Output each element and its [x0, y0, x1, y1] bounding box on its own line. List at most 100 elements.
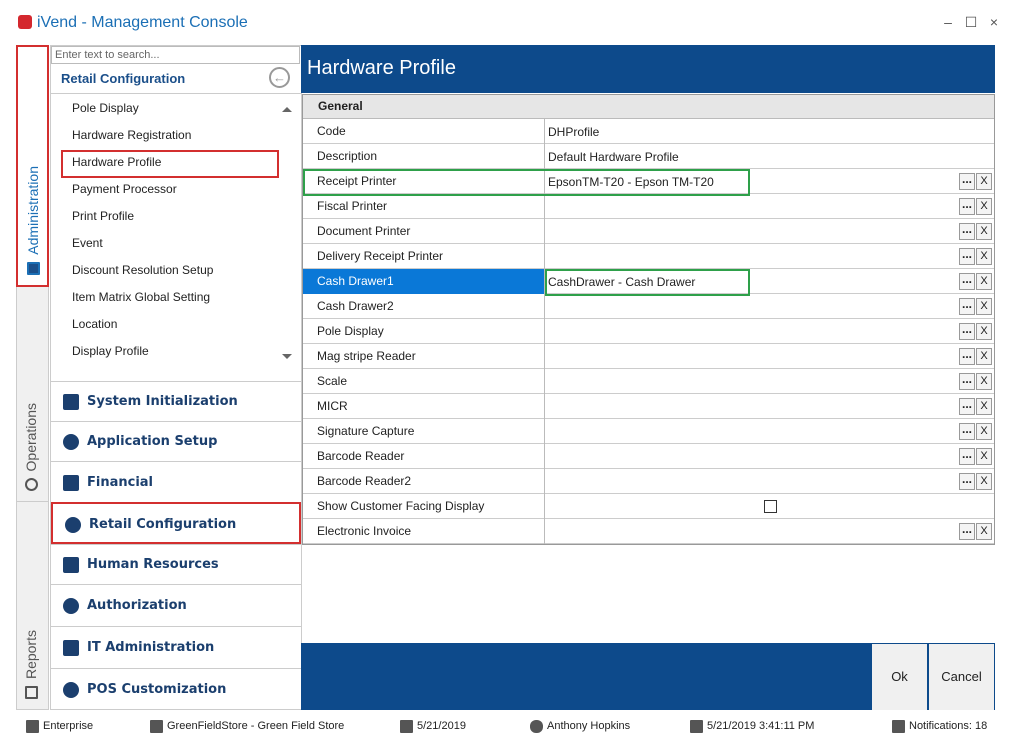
- browse-button[interactable]: ...: [959, 398, 975, 415]
- grid-row: Receipt Printer EpsonTM-T20 - Epson TM-T2…: [303, 169, 994, 194]
- clear-button[interactable]: X: [976, 348, 992, 365]
- browse-button[interactable]: ...: [959, 298, 975, 315]
- scroll-up: [282, 102, 292, 112]
- back-button[interactable]: ←: [269, 67, 290, 88]
- status-icon: [892, 720, 905, 733]
- grid-row: Fiscal Printer... X: [303, 194, 994, 219]
- nav-item[interactable]: Payment Processor: [72, 182, 177, 196]
- row-label: Code: [303, 119, 545, 144]
- category-icon: [63, 682, 79, 698]
- clear-button[interactable]: X: [976, 298, 992, 315]
- ok-button[interactable]: Ok: [872, 644, 927, 710]
- browse-button[interactable]: ...: [959, 173, 975, 190]
- clear-button[interactable]: X: [976, 373, 992, 390]
- nav-item[interactable]: Display Profile: [72, 344, 149, 358]
- side-tab-label: Reports: [23, 629, 39, 679]
- status-item: Anthony Hopkins: [547, 720, 631, 732]
- status-icon: [690, 720, 703, 733]
- nav-item[interactable]: Item Matrix Global Setting: [72, 290, 211, 304]
- clear-button[interactable]: X: [976, 398, 992, 415]
- highlight-box: [303, 169, 750, 196]
- clear-button[interactable]: X: [976, 273, 992, 290]
- nav-item[interactable]: Discount Resolution Setup: [72, 263, 214, 277]
- browse-button[interactable]: ...: [959, 373, 975, 390]
- separator: [51, 93, 301, 94]
- browse-button[interactable]: ...: [959, 273, 975, 290]
- browse-button[interactable]: ...: [959, 473, 975, 490]
- search-box[interactable]: Enter text to search...: [51, 46, 300, 64]
- cancel-button[interactable]: Cancel: [929, 644, 994, 710]
- nav-item[interactable]: Hardware Registration: [72, 128, 192, 142]
- browse-button[interactable]: ...: [959, 248, 975, 265]
- nav-item[interactable]: Event: [72, 236, 103, 250]
- grid: [302, 94, 995, 545]
- nav-panel: [50, 45, 302, 710]
- category-label: IT Administration: [87, 640, 215, 655]
- row-label: Delivery Receipt Printer: [303, 244, 545, 269]
- nav-category[interactable]: Application Setup: [51, 421, 301, 461]
- row-label: Barcode Reader2: [303, 469, 545, 494]
- nav-category[interactable]: Authorization: [51, 584, 301, 626]
- nav-category[interactable]: IT Administration: [51, 626, 301, 668]
- clear-button[interactable]: X: [976, 223, 992, 240]
- window-control[interactable]: ☐: [964, 14, 978, 30]
- nav-category[interactable]: Financial: [51, 461, 301, 502]
- nav-item[interactable]: Print Profile: [72, 209, 135, 223]
- grid-row: Cash Drawer2... X: [303, 294, 994, 319]
- clear-button[interactable]: X: [976, 248, 992, 265]
- category-label: Authorization: [87, 598, 187, 613]
- checkbox[interactable]: [764, 500, 777, 513]
- nav-item[interactable]: Hardware Profile: [72, 155, 162, 169]
- category-label: System Initialization: [87, 394, 238, 409]
- window-control[interactable]: ×: [989, 14, 999, 30]
- nav-category[interactable]: Retail Configuration: [51, 502, 301, 544]
- status-item: Notifications: 18: [909, 720, 988, 732]
- row-label: Cash Drawer2: [303, 294, 545, 319]
- row-label: Receipt Printer: [303, 169, 545, 194]
- highlight-box: [545, 269, 750, 296]
- nav-item[interactable]: Pole Display: [72, 101, 139, 115]
- clear-button[interactable]: X: [976, 173, 992, 190]
- browse-button[interactable]: ...: [959, 323, 975, 340]
- app-icon: [18, 15, 32, 29]
- window-control[interactable]: –: [944, 14, 952, 30]
- browse-button[interactable]: ...: [959, 523, 975, 540]
- grid-row: Scale... X: [303, 369, 994, 394]
- grid-row: Code DHProfile: [303, 119, 994, 144]
- category-icon: [63, 394, 79, 410]
- grid-row: MICR... X: [303, 394, 994, 419]
- nav-category[interactable]: POS Customization: [51, 668, 301, 710]
- grid-row: Signature Capture... X: [303, 419, 994, 444]
- browse-button[interactable]: ...: [959, 423, 975, 440]
- browse-button[interactable]: ...: [959, 223, 975, 240]
- side-tab[interactable]: Operations: [16, 292, 49, 502]
- nav-category[interactable]: System Initialization: [51, 381, 301, 421]
- clear-button[interactable]: X: [976, 473, 992, 490]
- nav-item[interactable]: Location: [72, 317, 118, 331]
- side-tab-label: Operations: [23, 402, 39, 471]
- grid-row: Mag stripe Reader... X: [303, 344, 994, 369]
- row-value[interactable]: EpsonTM-T20 - Epson TM-T20: [548, 175, 714, 189]
- clear-button[interactable]: X: [976, 323, 992, 340]
- status-icon: [150, 720, 163, 733]
- side-tab[interactable]: Administration: [16, 45, 49, 287]
- row-value[interactable]: Default Hardware Profile: [548, 150, 679, 164]
- browse-button[interactable]: ...: [959, 348, 975, 365]
- grid-row: Show Customer Facing Display: [303, 494, 994, 519]
- clear-button[interactable]: X: [976, 423, 992, 440]
- clear-button[interactable]: X: [976, 448, 992, 465]
- browse-button[interactable]: ...: [959, 448, 975, 465]
- side-tab-icon: [25, 686, 38, 699]
- browse-button[interactable]: ...: [959, 198, 975, 215]
- row-label: Electronic Invoice: [303, 519, 545, 544]
- clear-button[interactable]: X: [976, 198, 992, 215]
- grid-row: Cash Drawer1 CashDrawer - Cash Drawer... X: [303, 269, 994, 294]
- status-icon: [530, 720, 543, 733]
- clear-button[interactable]: X: [976, 523, 992, 540]
- row-value[interactable]: CashDrawer - Cash Drawer: [548, 275, 696, 289]
- nav-category[interactable]: Human Resources: [51, 544, 301, 584]
- row-value[interactable]: DHProfile: [548, 125, 600, 139]
- side-tab[interactable]: Reports: [16, 505, 49, 710]
- row-label: Show Customer Facing Display: [303, 494, 545, 519]
